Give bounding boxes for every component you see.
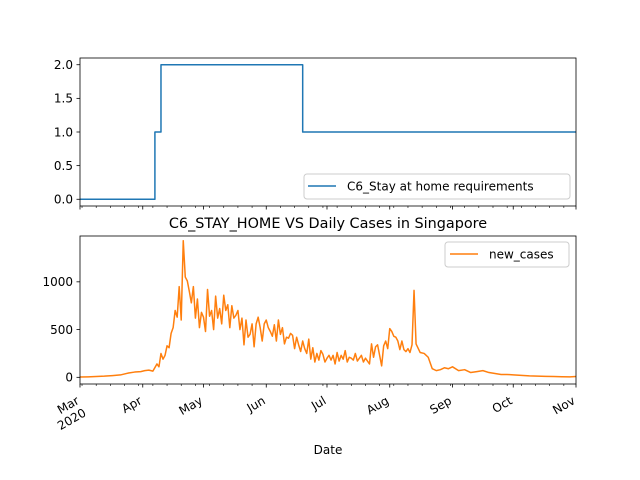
- y-tick-label-top: 1.0: [54, 125, 73, 139]
- legend-label-stay-home: C6_Stay at home requirements: [347, 180, 534, 194]
- y-tick-label-bottom: 0: [65, 371, 73, 385]
- series-group-top: [80, 63, 576, 201]
- chart-top: 0.0 0.5 1.0 1.5 2.0 C6_Stay at home requirem…: [54, 57, 577, 210]
- y-tick-label-top: 0.0: [54, 193, 73, 207]
- chart-title: C6_STAY_HOME VS Daily Cases in Singapore: [169, 216, 487, 232]
- y-tick-label-bottom: 1000: [42, 275, 73, 289]
- x-tick-label: Jul: [308, 393, 328, 413]
- tick-group-top: 0.0 0.5 1.0 1.5 2.0: [54, 58, 577, 210]
- legend-box-top: [303, 173, 571, 200]
- y-tick-label-top: 1.5: [54, 92, 73, 106]
- y-tick-label-top: 0.5: [54, 159, 73, 173]
- series-group-bottom: [79, 240, 577, 378]
- axes-frame-top: [79, 57, 577, 207]
- legend-label-new-cases: new_cases: [489, 248, 554, 262]
- series-line-bottom: [79, 240, 577, 378]
- legend-box-bottom: [444, 241, 570, 268]
- legend-top: C6_Stay at home requirements: [303, 173, 571, 200]
- legend-bottom: new_cases: [444, 241, 570, 268]
- axes-frame-bottom: [79, 235, 577, 385]
- series-line-top: [80, 63, 576, 201]
- y-tick-label-bottom: 500: [50, 323, 73, 337]
- x-axis-label: Date: [314, 443, 343, 457]
- y-tick-label-top: 2.0: [54, 58, 73, 72]
